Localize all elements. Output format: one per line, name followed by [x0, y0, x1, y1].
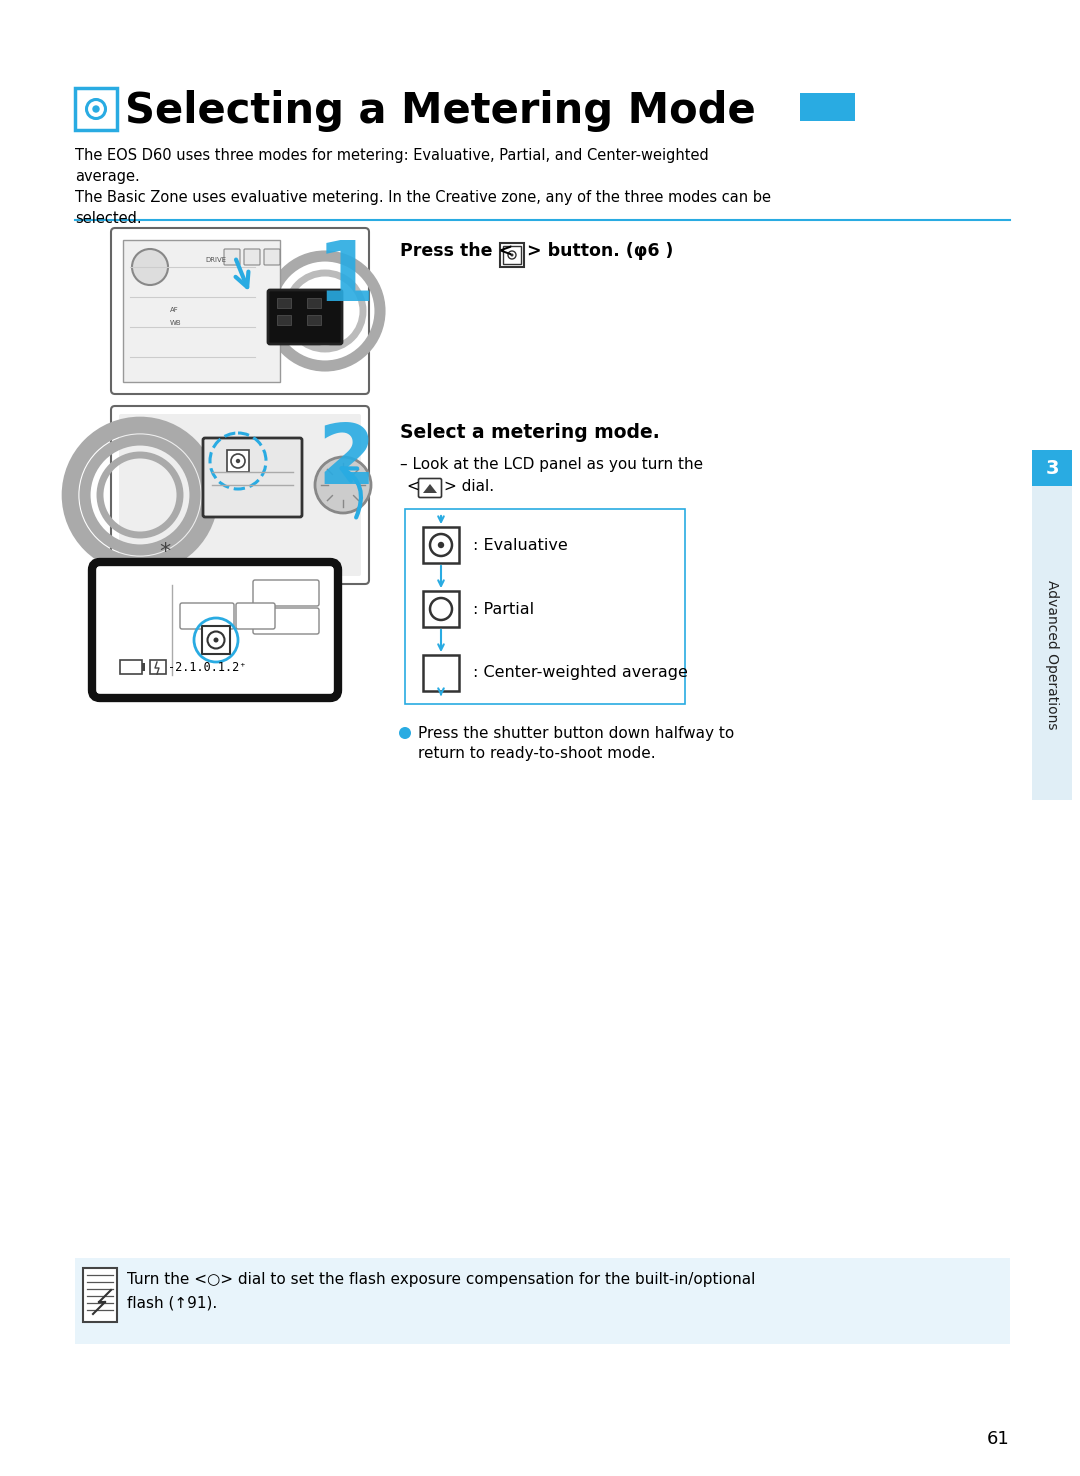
- FancyBboxPatch shape: [75, 89, 117, 130]
- FancyBboxPatch shape: [500, 244, 524, 267]
- Text: The EOS D60 uses three modes for metering: Evaluative, Partial, and Center-weigh: The EOS D60 uses three modes for meterin…: [75, 148, 771, 226]
- FancyBboxPatch shape: [119, 413, 361, 576]
- Text: <: <: [406, 480, 419, 494]
- Text: : Center-weighted average: : Center-weighted average: [473, 666, 688, 680]
- FancyBboxPatch shape: [1032, 450, 1072, 486]
- Text: *: *: [160, 542, 171, 562]
- Circle shape: [399, 728, 411, 739]
- Circle shape: [214, 638, 218, 642]
- FancyBboxPatch shape: [203, 438, 302, 517]
- Text: DRIVE: DRIVE: [205, 257, 226, 263]
- Circle shape: [132, 249, 168, 285]
- FancyBboxPatch shape: [423, 527, 459, 562]
- Text: 1: 1: [318, 238, 375, 317]
- FancyBboxPatch shape: [800, 93, 855, 121]
- FancyBboxPatch shape: [423, 590, 459, 627]
- FancyBboxPatch shape: [276, 314, 291, 325]
- FancyBboxPatch shape: [307, 298, 321, 308]
- Text: Advanced Operations: Advanced Operations: [1045, 580, 1059, 729]
- FancyBboxPatch shape: [423, 655, 459, 691]
- Text: Selecting a Metering Mode: Selecting a Metering Mode: [125, 90, 756, 131]
- FancyBboxPatch shape: [276, 298, 291, 308]
- FancyBboxPatch shape: [237, 604, 275, 629]
- FancyBboxPatch shape: [92, 562, 338, 698]
- Circle shape: [315, 458, 372, 514]
- FancyBboxPatch shape: [202, 626, 230, 654]
- FancyBboxPatch shape: [83, 1268, 117, 1322]
- FancyBboxPatch shape: [111, 227, 369, 394]
- Text: WB: WB: [170, 320, 181, 326]
- Text: > dial.: > dial.: [444, 480, 495, 494]
- FancyBboxPatch shape: [150, 660, 166, 675]
- FancyBboxPatch shape: [180, 604, 234, 629]
- FancyBboxPatch shape: [264, 249, 280, 266]
- FancyBboxPatch shape: [75, 1258, 1010, 1345]
- Text: 61: 61: [987, 1430, 1010, 1448]
- Circle shape: [437, 542, 444, 548]
- FancyBboxPatch shape: [307, 314, 321, 325]
- Text: Select a metering mode.: Select a metering mode.: [400, 424, 660, 441]
- Circle shape: [93, 106, 99, 112]
- FancyBboxPatch shape: [419, 478, 442, 497]
- Text: flash (↑91).: flash (↑91).: [127, 1296, 217, 1311]
- FancyBboxPatch shape: [224, 249, 240, 266]
- Text: Press the <: Press the <: [400, 242, 513, 260]
- FancyBboxPatch shape: [120, 660, 141, 675]
- Text: : Evaluative: : Evaluative: [473, 537, 568, 552]
- Polygon shape: [423, 484, 437, 493]
- FancyBboxPatch shape: [111, 406, 369, 584]
- FancyBboxPatch shape: [227, 450, 249, 472]
- Text: 3: 3: [1045, 459, 1058, 478]
- Text: Press the shutter button down halfway to: Press the shutter button down halfway to: [418, 726, 734, 741]
- Circle shape: [511, 254, 513, 257]
- FancyBboxPatch shape: [503, 246, 521, 264]
- FancyBboxPatch shape: [268, 289, 342, 344]
- FancyBboxPatch shape: [244, 249, 260, 266]
- FancyBboxPatch shape: [253, 580, 319, 607]
- FancyBboxPatch shape: [1032, 450, 1072, 800]
- Text: -2.1.0.1.2⁺: -2.1.0.1.2⁺: [168, 661, 246, 675]
- FancyBboxPatch shape: [253, 608, 319, 635]
- Text: return to ready-to-shoot mode.: return to ready-to-shoot mode.: [418, 745, 656, 762]
- Circle shape: [235, 459, 240, 463]
- Text: Turn the <○> dial to set the flash exposure compensation for the built-in/option: Turn the <○> dial to set the flash expos…: [127, 1272, 755, 1287]
- FancyBboxPatch shape: [141, 663, 145, 672]
- FancyBboxPatch shape: [405, 509, 685, 704]
- Text: AF: AF: [170, 307, 179, 313]
- Text: : Partial: : Partial: [473, 602, 535, 617]
- Text: > button. (φ6 ): > button. (φ6 ): [527, 242, 673, 260]
- Text: – Look at the LCD panel as you turn the: – Look at the LCD panel as you turn the: [400, 458, 703, 472]
- Polygon shape: [123, 241, 280, 382]
- Text: 2: 2: [318, 421, 375, 500]
